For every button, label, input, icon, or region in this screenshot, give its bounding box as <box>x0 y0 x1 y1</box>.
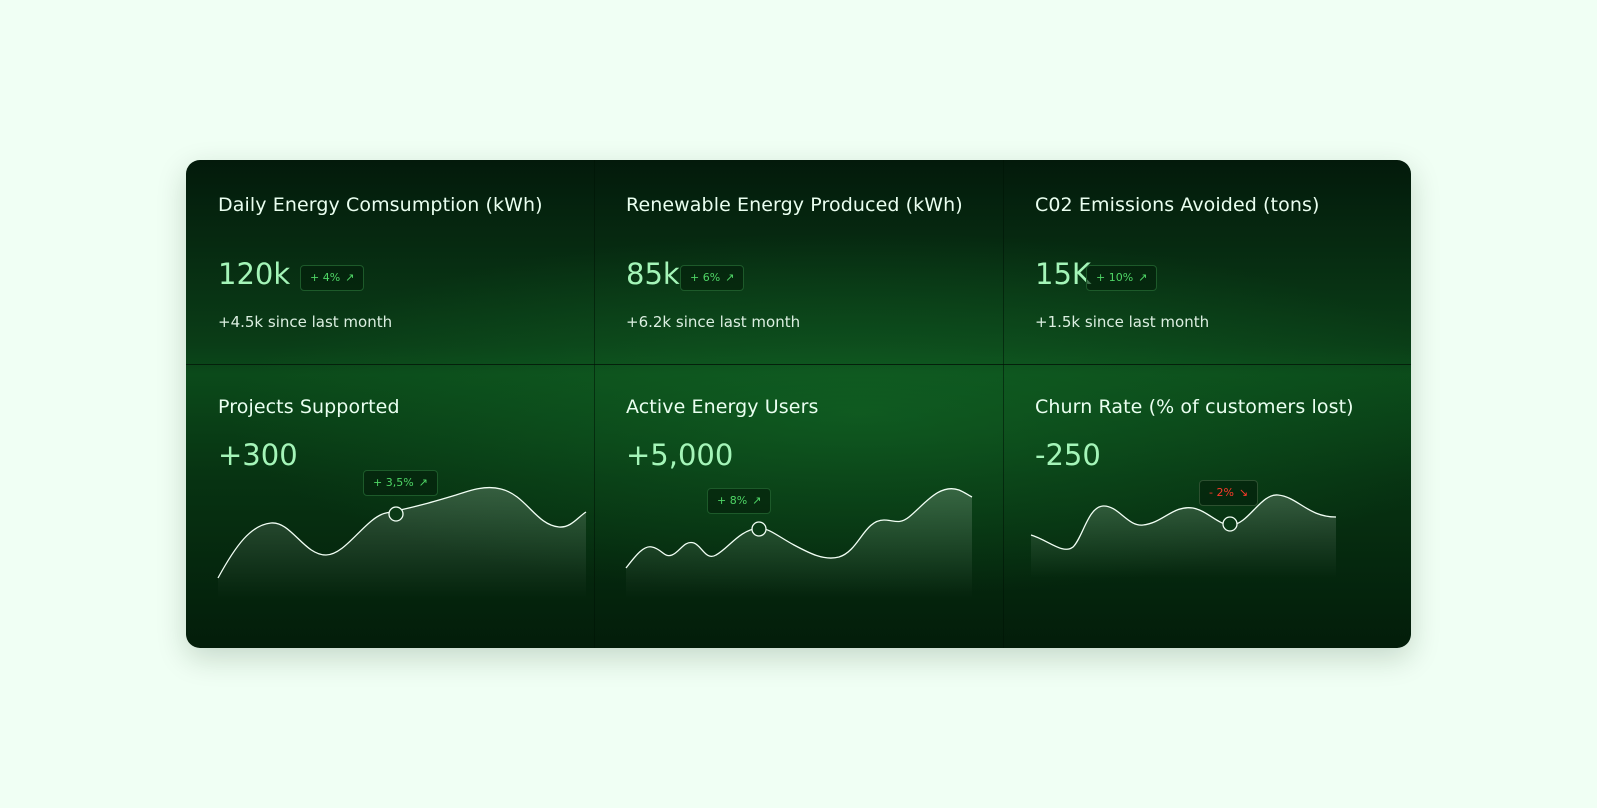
arrow-up-right-icon: ↗ <box>752 494 762 507</box>
sparkline-chart <box>625 488 973 598</box>
trend-card-churn-rate: Churn Rate (% of customers lost) -250 - … <box>1003 365 1411 648</box>
card-title: Daily Energy Comsumption (kWh) <box>218 194 543 216</box>
column-divider <box>1003 160 1004 648</box>
arrow-up-right-icon: ↗ <box>345 271 355 284</box>
card-title: Renewable Energy Produced (kWh) <box>626 194 963 216</box>
change-badge: + 10% ↗ <box>1086 265 1158 291</box>
badge-label: + 6% <box>690 271 721 284</box>
energy-dashboard: Daily Energy Comsumption (kWh) 120k + 4%… <box>186 160 1411 648</box>
row-divider <box>186 364 1411 365</box>
sparkline-area <box>1031 494 1336 578</box>
trend-value: -250 <box>1035 438 1101 472</box>
kpi-value: 120k <box>218 257 291 291</box>
sparkline-line <box>625 488 973 569</box>
badge-label: + 4% <box>310 271 341 284</box>
sparkline-marker <box>1222 516 1238 532</box>
arrow-up-right-icon: ↗ <box>1138 271 1148 284</box>
badge-label: + 10% <box>1096 271 1134 284</box>
sparkline-chart <box>217 486 587 598</box>
kpi-card-renewable-produced: Renewable Energy Produced (kWh) 85k + 6%… <box>594 160 1002 364</box>
sparkline-marker <box>751 521 767 537</box>
column-divider <box>594 160 595 648</box>
card-title: Churn Rate (% of customers lost) <box>1035 396 1354 418</box>
trend-card-projects-supported: Projects Supported +300 + 3,5% ↗ <box>186 365 594 648</box>
sparkline-line <box>1030 494 1337 550</box>
badge-label: - 2% <box>1209 486 1234 499</box>
kpi-value: 85k <box>626 257 680 291</box>
sparkline-marker <box>388 506 404 522</box>
kpi-value: 15K <box>1035 257 1091 291</box>
change-badge: + 4% ↗ <box>300 265 365 291</box>
card-title: Active Energy Users <box>626 396 819 418</box>
sparkline-area <box>218 487 586 598</box>
change-badge: + 6% ↗ <box>680 265 745 291</box>
since-last-month: +4.5k since last month <box>218 313 393 331</box>
arrow-down-right-icon: ↘ <box>1238 486 1249 499</box>
kpi-card-co2-avoided: C02 Emissions Avoided (tons) 15K + 10% ↗… <box>1003 160 1411 364</box>
kpi-card-daily-consumption: Daily Energy Comsumption (kWh) 120k + 4%… <box>186 160 594 364</box>
badge-label: + 3,5% <box>373 476 414 489</box>
since-last-month: +6.2k since last month <box>626 313 801 331</box>
badge-label: + 8% <box>717 494 748 507</box>
trend-value: +5,000 <box>626 438 734 472</box>
sparkline-area <box>626 488 972 598</box>
change-badge: - 2% ↘ <box>1199 480 1259 506</box>
trend-card-active-users: Active Energy Users +5,000 + 8% ↗ <box>594 365 1002 648</box>
since-last-month: +1.5k since last month <box>1035 313 1210 331</box>
card-title: C02 Emissions Avoided (tons) <box>1035 194 1320 216</box>
sparkline-line <box>217 486 587 579</box>
card-title: Projects Supported <box>218 396 400 418</box>
trend-value: +300 <box>218 438 298 472</box>
sparkline-chart <box>1030 494 1337 578</box>
change-badge: + 8% ↗ <box>707 488 772 514</box>
arrow-up-right-icon: ↗ <box>725 271 735 284</box>
arrow-up-right-icon: ↗ <box>418 476 428 489</box>
change-badge: + 3,5% ↗ <box>363 470 438 496</box>
